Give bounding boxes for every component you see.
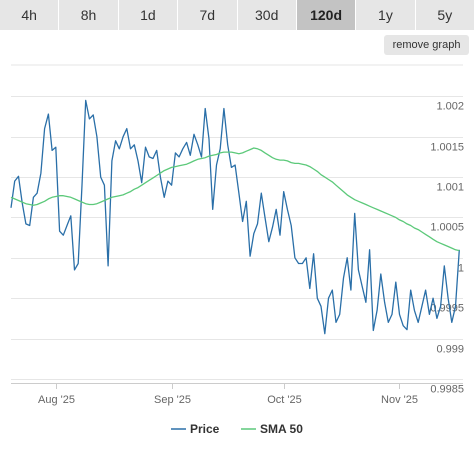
tab-1d[interactable]: 1d: [118, 0, 179, 30]
x-tick-label: Nov '25: [381, 394, 418, 406]
tab-30d[interactable]: 30d: [237, 0, 297, 30]
tab-1y[interactable]: 1y: [356, 0, 416, 30]
legend-sma-label: SMA 50: [260, 422, 303, 436]
y-tick-label: 1.002: [436, 101, 464, 113]
sma-50-line: [10, 147, 460, 252]
x-axis: Aug '25 Sep '25 Oct '25 Nov '25: [11, 383, 463, 406]
tab-8h[interactable]: 8h: [59, 0, 119, 30]
x-tick-label: Oct '25: [267, 394, 302, 406]
remove-graph-button[interactable]: remove graph: [384, 35, 469, 55]
tab-7d[interactable]: 7d: [178, 0, 238, 30]
grid-lines: [11, 64, 463, 380]
y-tick-label: 1.001: [436, 182, 464, 194]
timeframe-tabs: 4h 8h 1d 7d 30d 120d 1y 5y: [0, 0, 474, 30]
legend-price-label: Price: [190, 422, 220, 436]
tab-4h[interactable]: 4h: [0, 0, 60, 30]
y-tick-label: 1.0005: [430, 222, 464, 234]
x-tick-label: Aug '25: [38, 394, 75, 406]
legend[interactable]: Price SMA 50: [171, 422, 303, 436]
tab-5y[interactable]: 5y: [415, 0, 474, 30]
y-tick-label: 1.0015: [430, 142, 464, 154]
series-lines: [10, 99, 460, 335]
y-tick-label: 0.999: [436, 344, 464, 356]
price-line: [10, 99, 460, 335]
y-tick-label: 1: [458, 263, 464, 275]
y-tick-label: 0.9985: [430, 384, 464, 396]
tab-120d[interactable]: 120d: [296, 0, 357, 30]
x-tick-label: Sep '25: [154, 394, 191, 406]
